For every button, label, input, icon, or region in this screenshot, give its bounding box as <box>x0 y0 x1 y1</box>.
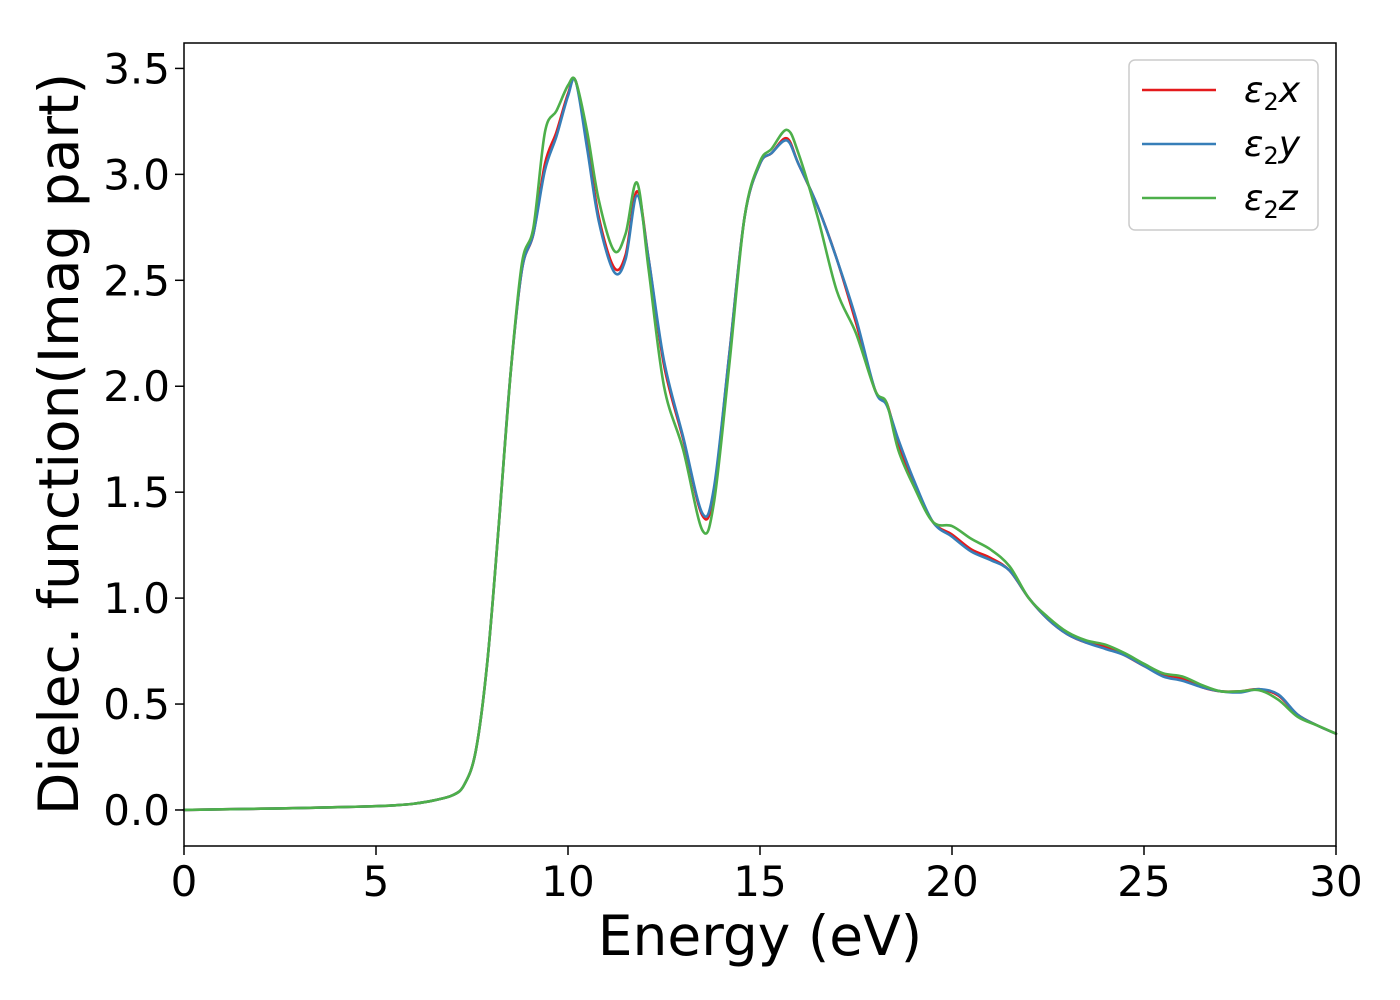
y-tick-label: 0.5 <box>103 680 170 729</box>
y-tick-label: 1.0 <box>103 574 170 623</box>
x-axis-label: Energy (eV) <box>598 904 922 968</box>
y-tick-label: 3.0 <box>103 150 170 199</box>
x-tick-label: 10 <box>541 857 594 906</box>
legend-label-subscript: 2 <box>1263 88 1278 116</box>
legend-label-variable: z <box>1278 178 1299 219</box>
y-tick-label: 2.5 <box>103 256 170 305</box>
legend-label-base: ε <box>1244 178 1263 219</box>
legend-label-subscript: 2 <box>1263 196 1278 224</box>
legend-label-z: ε2z <box>1244 178 1299 224</box>
x-tick-label: 30 <box>1309 857 1362 906</box>
y-axis: 0.0 0.5 1.0 1.5 2.0 2.5 3.0 3.5 <box>103 44 184 835</box>
legend-label-y: ε2y <box>1244 124 1301 170</box>
legend-label-variable: x <box>1278 70 1301 111</box>
legend-box <box>1128 59 1319 231</box>
x-tick-label: 0 <box>171 857 198 906</box>
x-tick-label: 20 <box>925 857 978 906</box>
series-line-z <box>182 76 1338 812</box>
y-tick-label: 2.0 <box>103 362 170 411</box>
y-tick-label: 1.5 <box>103 468 170 517</box>
x-tick-label: 25 <box>1117 857 1170 906</box>
legend-label-subscript: 2 <box>1263 142 1278 170</box>
series-layer <box>182 76 1338 812</box>
legend-label-variable: y <box>1278 124 1301 165</box>
legend-label-x: ε2x <box>1244 70 1301 116</box>
x-tick-label: 5 <box>363 857 390 906</box>
x-tick-label: 15 <box>733 857 786 906</box>
y-tick-label: 0.0 <box>103 786 170 835</box>
legend-label-base: ε <box>1244 70 1263 111</box>
x-axis: 0 5 10 15 20 25 30 <box>171 846 1363 906</box>
legend-label-base: ε <box>1244 124 1263 165</box>
y-tick-label: 3.5 <box>103 44 170 93</box>
y-axis-label: Dielec. function(Imag part) <box>27 73 91 815</box>
